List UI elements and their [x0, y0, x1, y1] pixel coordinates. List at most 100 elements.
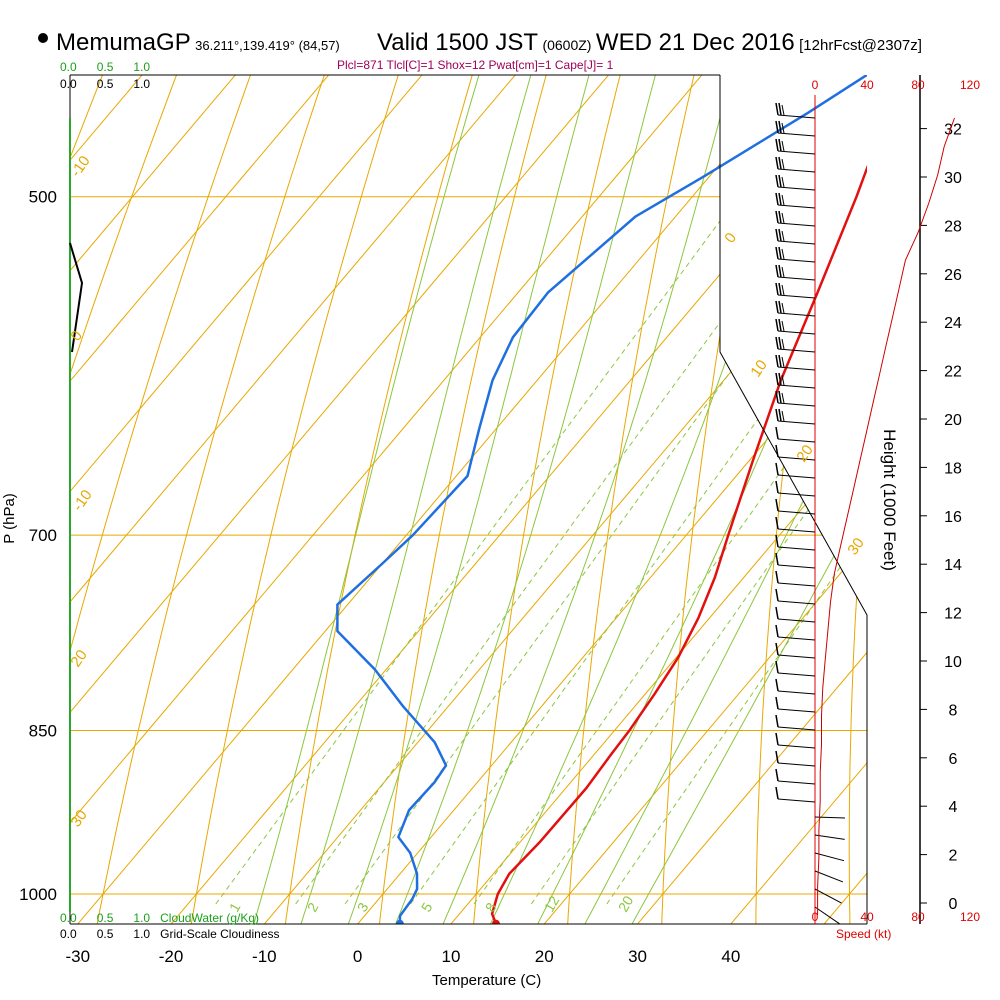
wind-barb — [814, 888, 842, 904]
height-tick-label: 10 — [944, 654, 962, 671]
moist-adiabat — [300, 75, 532, 924]
dry-adiabat-label: -10 — [67, 153, 93, 181]
isotherm-line — [77, 75, 796, 924]
header-dot — [38, 33, 48, 43]
moist-adiabat — [347, 75, 590, 924]
speed-top-tick-label: 120 — [960, 78, 980, 92]
dry-adiabat — [473, 75, 621, 924]
temperature-surface-point — [491, 919, 500, 924]
valid-date: WED 21 Dec 2016 — [595, 29, 795, 56]
height-tick-label: 28 — [944, 218, 962, 235]
dry-adiabat — [190, 75, 399, 924]
wind-barb — [775, 606, 816, 623]
pressure-tick-label: 1000 — [19, 885, 57, 904]
isotherm-line — [0, 0, 442, 943]
dry-adiabat — [96, 75, 325, 924]
dry-adiabat — [378, 75, 547, 924]
isotherm-line — [70, 75, 423, 493]
dry-adiabat-label: -10 — [69, 487, 95, 515]
wind-barb — [775, 264, 816, 281]
mixing-ratio-label: 2 — [304, 900, 322, 915]
dewpoint-surface-point — [395, 919, 404, 924]
pressure-tick-label: 850 — [29, 722, 57, 741]
moist-adiabat — [395, 75, 656, 924]
wind-barb — [775, 138, 816, 155]
dry-adiabat — [284, 75, 473, 924]
cw-tick: 1.0 — [133, 911, 151, 925]
moist-adiabat — [537, 191, 867, 924]
cl-tick: 0.5 — [96, 927, 114, 941]
wind-barb — [775, 714, 816, 731]
height-tick-label: 6 — [949, 751, 958, 768]
isotherm-line — [70, 75, 516, 603]
y-axis-title: P (hPa) — [0, 493, 18, 544]
isotherm-line — [450, 430, 867, 924]
moist-adiabat — [489, 75, 819, 924]
wind-barb — [775, 318, 816, 335]
isotherm-line — [70, 75, 610, 714]
cw-top-tick: 1.0 — [133, 60, 151, 74]
dry-adiabat — [70, 75, 251, 654]
valid-time: Valid 1500 JST — [377, 29, 538, 56]
isotherm-line — [70, 75, 237, 272]
mixing-ratio-label: 8 — [482, 900, 500, 915]
mixing-ratio-label: 12 — [541, 893, 563, 915]
wind-barb — [775, 498, 816, 515]
height-tick-label: 8 — [949, 702, 958, 719]
mixing-ratio-line — [410, 267, 867, 905]
speed-axis-label: Speed (kt) — [836, 927, 892, 941]
model-name: MemumaGP — [56, 29, 191, 56]
wind-barb — [775, 570, 816, 587]
wind-barb — [814, 816, 846, 819]
wind-barb — [775, 300, 816, 317]
wind-barb — [775, 192, 816, 209]
wind-barb — [775, 516, 816, 533]
wind-barb — [775, 390, 816, 407]
wind-barb — [775, 624, 816, 641]
isotherm-line — [170, 99, 867, 924]
forecast-info: [12hrFcst@2307z] — [799, 37, 922, 54]
mixing-ratio-line — [530, 425, 867, 905]
cw-top-tick: 0.5 — [96, 60, 114, 74]
wind-barb — [775, 462, 816, 479]
cloudiness-profile — [69, 242, 84, 353]
pressure-tick-label: 700 — [29, 526, 57, 545]
speed-top-tick-label: 80 — [911, 78, 925, 92]
isotherm-line — [543, 541, 867, 924]
dewpoint-line — [336, 75, 867, 924]
wind-barb — [775, 282, 816, 299]
utc-time: (0600Z) — [542, 37, 592, 53]
speed-top-tick-label: 0 — [812, 78, 819, 92]
dry-adiabat-label: 20 — [67, 647, 90, 670]
wind-barb — [775, 480, 816, 497]
wind-barb — [775, 210, 816, 227]
wind-barb — [814, 870, 844, 883]
temperature-tick-label: 30 — [628, 947, 647, 966]
height-tick-label: 14 — [944, 557, 962, 574]
speed-tick-label: 40 — [860, 910, 874, 924]
temperature-tick-label: -20 — [159, 947, 184, 966]
wind-barb — [775, 678, 816, 695]
cl-tick: 1.0 — [133, 927, 151, 941]
wind-barb — [775, 408, 816, 425]
cl-tick: 0.0 — [60, 927, 77, 941]
wind-barb — [775, 534, 816, 551]
height-tick-label: 20 — [944, 412, 962, 429]
plot-mask — [720, 75, 867, 924]
speed-tick-label: 0 — [812, 910, 819, 924]
mixing-ratio-line — [606, 527, 867, 905]
speed-tick-label: 120 — [960, 910, 980, 924]
wind-barb — [814, 834, 845, 840]
height-tick-label: 0 — [949, 896, 958, 913]
mixing-ratio-label: 5 — [418, 900, 436, 915]
wind-barb — [775, 768, 816, 785]
wind-barb — [775, 732, 816, 749]
dry-adiabat-label: 30 — [844, 535, 867, 558]
temperature-tick-label: -10 — [252, 947, 277, 966]
moist-adiabat — [253, 75, 480, 924]
dry-adiabat-label: 20 — [793, 442, 816, 465]
wind-barb — [775, 156, 816, 173]
wind-barb — [775, 354, 816, 371]
wind-speed-profile — [817, 117, 955, 915]
